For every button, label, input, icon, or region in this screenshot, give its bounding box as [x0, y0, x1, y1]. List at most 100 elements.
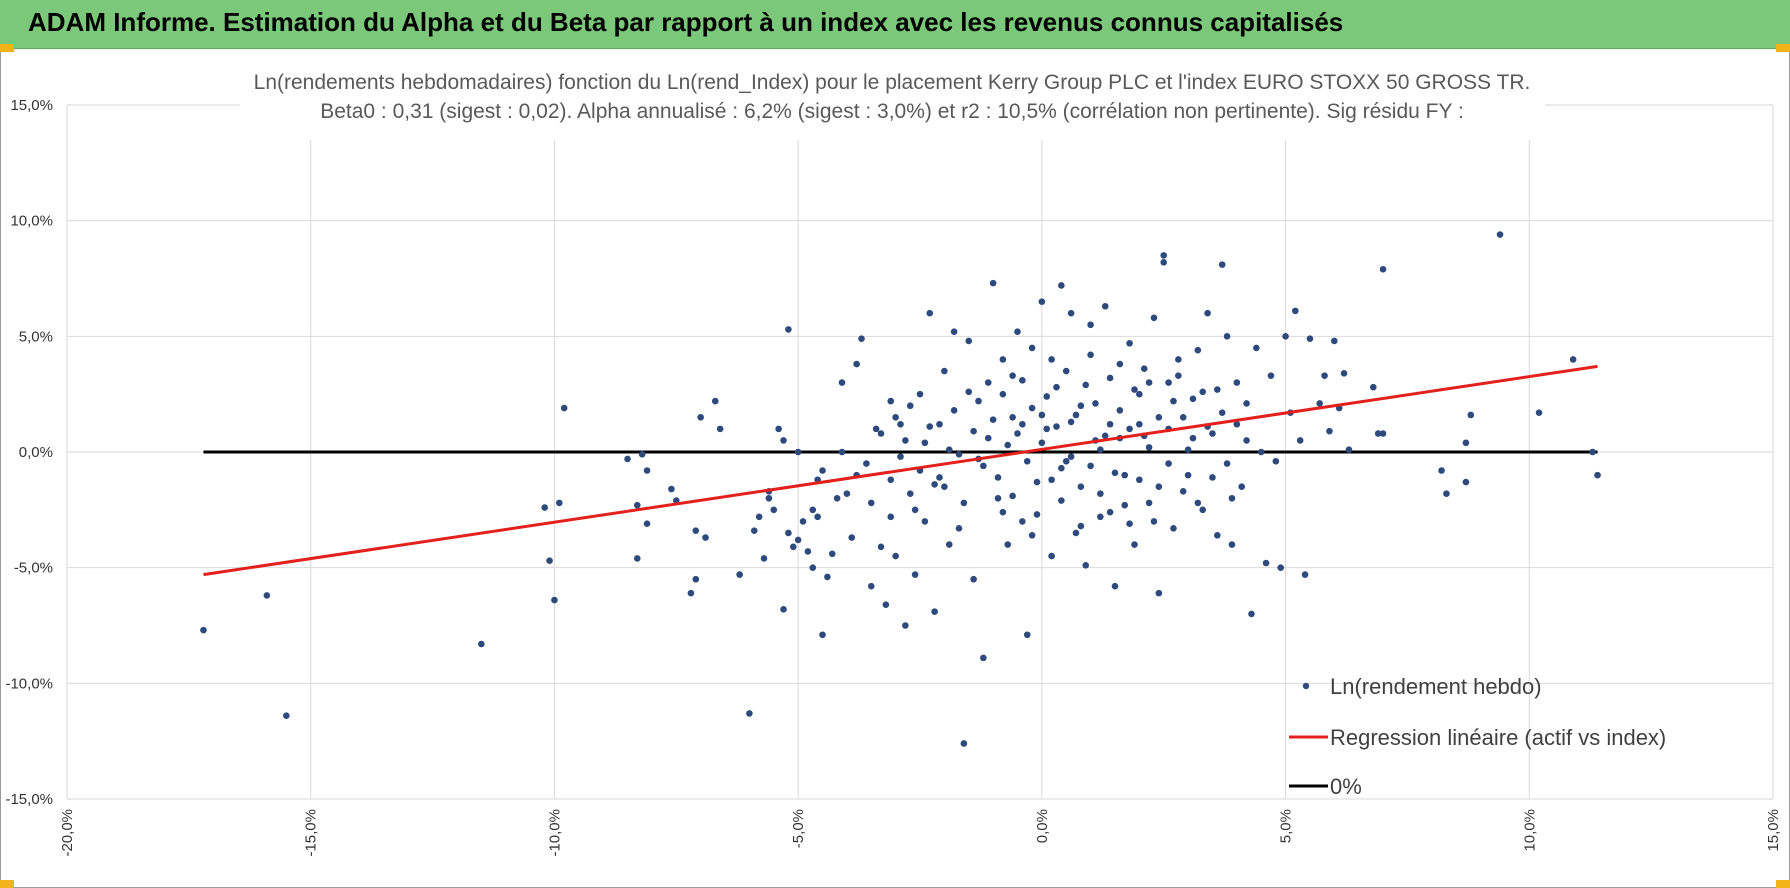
data-point — [1243, 400, 1250, 407]
legend-label-regression: Regression linéaire (actif vs index) — [1330, 725, 1666, 750]
data-point — [1067, 453, 1075, 460]
data-point — [1077, 402, 1085, 410]
data-point — [1092, 400, 1099, 407]
scatter-chart: -20,0% -15,0% -10,0% -5,0% 0,0% 5,0% 10,0% 15,0… — [5, 62, 1782, 857]
data-point — [1569, 356, 1577, 363]
data-point — [1116, 407, 1124, 414]
data-point — [1374, 430, 1382, 437]
data-point — [955, 525, 963, 532]
data-point — [1218, 409, 1226, 416]
data-point — [760, 555, 768, 562]
data-point — [1028, 531, 1036, 539]
data-point — [945, 446, 953, 453]
x-tick-label: 0,0% — [1034, 809, 1051, 843]
x-tick-label: -20,0% — [59, 809, 76, 857]
x-tick-label: 5,0% — [1278, 809, 1295, 843]
data-point — [1101, 302, 1109, 310]
title-background — [240, 62, 1545, 140]
data-point — [1170, 397, 1177, 405]
data-point — [1228, 541, 1236, 548]
data-point — [824, 573, 831, 581]
data-point — [1209, 430, 1216, 437]
data-point — [906, 402, 914, 410]
data-point — [1145, 444, 1153, 451]
data-point — [1062, 367, 1070, 375]
y-tick-label: 0,0% — [19, 444, 53, 461]
data-point — [780, 606, 787, 613]
data-point — [1038, 439, 1046, 447]
data-point — [1179, 488, 1187, 495]
x-tick-label: -15,0% — [303, 809, 320, 857]
data-point — [1589, 448, 1596, 456]
data-point — [1228, 494, 1236, 502]
data-point — [789, 543, 797, 551]
data-point — [1067, 418, 1075, 426]
data-point — [877, 430, 885, 437]
data-point — [1145, 379, 1153, 386]
data-point — [765, 494, 773, 502]
data-point — [1467, 411, 1475, 419]
data-point — [965, 388, 973, 396]
data-point — [1014, 430, 1021, 437]
data-point — [702, 534, 709, 541]
data-point — [692, 575, 700, 583]
data-point — [1194, 499, 1202, 507]
data-point — [1111, 469, 1119, 477]
data-point — [1019, 420, 1026, 428]
data-point — [838, 448, 846, 456]
data-point — [1009, 414, 1016, 421]
data-point — [931, 481, 938, 488]
data-point — [1233, 420, 1241, 428]
data-point — [1033, 511, 1041, 518]
data-point — [1379, 430, 1387, 437]
data-point — [1282, 333, 1289, 340]
data-point — [994, 474, 1002, 481]
data-point — [1248, 610, 1255, 618]
data-point — [1077, 483, 1085, 491]
data-point — [1072, 529, 1080, 537]
data-point — [1023, 457, 1031, 465]
data-point — [1160, 259, 1168, 266]
data-point — [643, 520, 651, 528]
data-point — [551, 596, 558, 604]
data-point — [1053, 423, 1060, 430]
data-point — [1209, 474, 1216, 481]
x-axis-ticks: -20,0% -15,0% -10,0% -5,0% 0,0% 5,0% 10,0% 15,0… — [59, 809, 1782, 857]
data-point — [1150, 314, 1158, 322]
data-point — [980, 654, 987, 662]
data-point — [989, 279, 997, 287]
data-point — [1004, 541, 1012, 548]
data-point — [1145, 499, 1153, 507]
y-tick-label: -15,0% — [5, 791, 53, 808]
data-point — [1296, 437, 1304, 444]
data-point — [936, 474, 943, 481]
data-point — [1087, 351, 1094, 359]
data-point — [1462, 439, 1470, 447]
data-point — [1023, 631, 1031, 639]
data-point — [975, 397, 982, 405]
data-point — [750, 527, 758, 534]
chart-title: Ln(rendements hebdomadaires) fonction du… — [254, 71, 1531, 94]
data-point — [950, 407, 958, 414]
data-point — [746, 710, 753, 717]
data-point — [950, 328, 958, 336]
data-point — [1087, 321, 1094, 329]
x-tick-label: -5,0% — [790, 809, 807, 848]
data-point — [716, 425, 724, 433]
data-point — [1048, 356, 1055, 363]
data-point — [711, 397, 719, 405]
data-point — [697, 414, 704, 421]
data-point — [858, 335, 865, 342]
data-point — [1131, 541, 1138, 548]
data-point — [785, 529, 792, 537]
data-point — [902, 437, 909, 444]
x-tick-label: 10,0% — [1521, 809, 1538, 852]
data-point — [1009, 492, 1016, 500]
data-point — [1048, 476, 1055, 484]
data-point — [546, 557, 553, 565]
data-point — [1214, 531, 1221, 539]
data-point — [921, 439, 929, 447]
data-point — [1179, 414, 1187, 421]
data-point — [945, 541, 953, 548]
data-point — [887, 397, 895, 405]
